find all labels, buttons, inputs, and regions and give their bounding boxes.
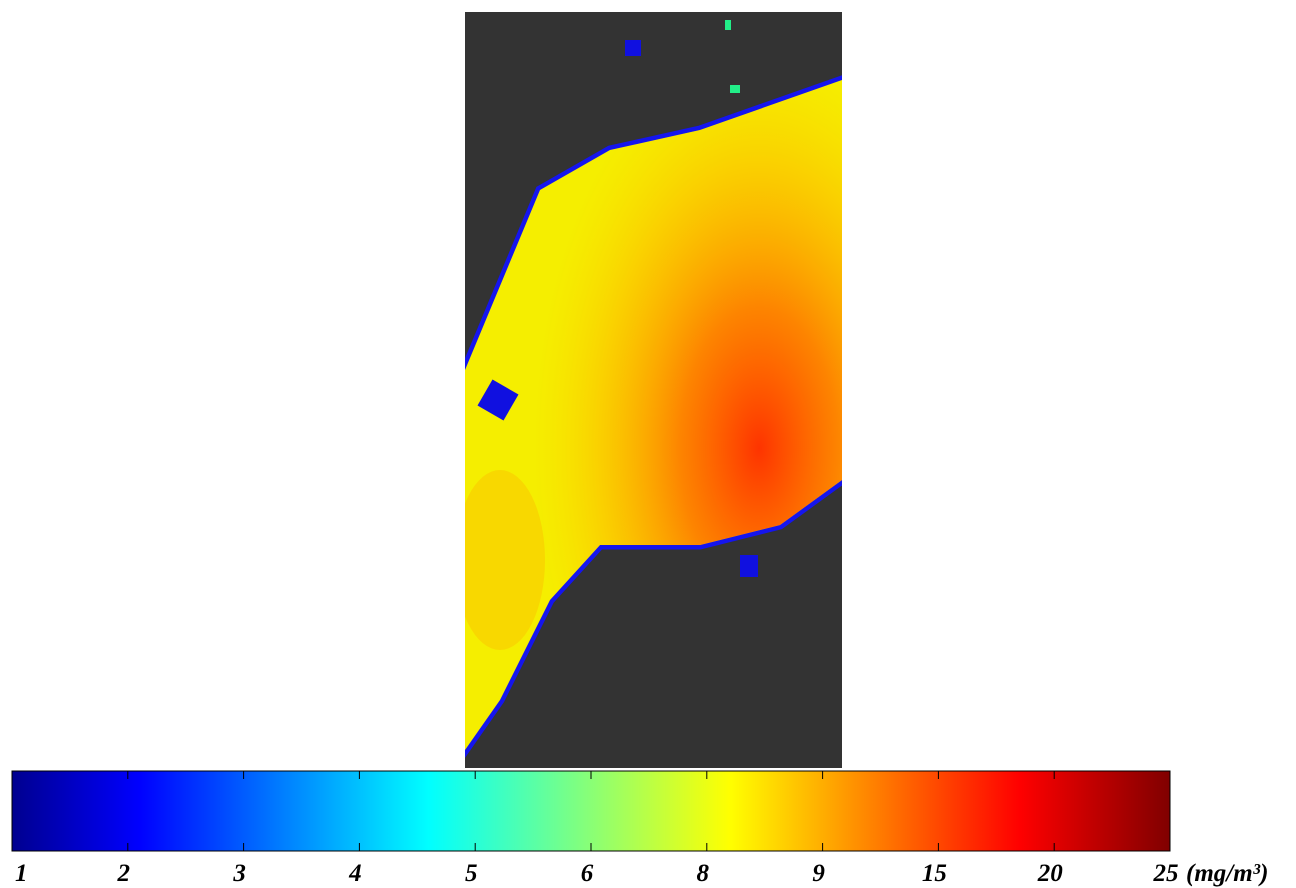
orange-patch	[465, 470, 545, 650]
tick-label: 20	[1037, 860, 1064, 887]
map	[465, 12, 842, 768]
blue-patch	[625, 40, 641, 56]
colorbar	[11, 770, 1171, 852]
tick-label: 6	[581, 860, 594, 887]
tick-label: 3	[232, 860, 246, 887]
tick-label: 8	[697, 860, 710, 887]
green-patch	[730, 85, 740, 93]
tick-label: 2	[117, 860, 131, 887]
green-patch	[725, 20, 731, 30]
tick-label: 15	[922, 860, 947, 887]
tick-label: 25	[1153, 860, 1179, 887]
colorbar-ticks: 1 2 3 4 5 6 8 9 15 20 25 (mg/m³)	[11, 771, 1268, 887]
blue-patch	[740, 555, 758, 577]
tick-label: 4	[348, 860, 362, 887]
tick-label: 5	[465, 860, 478, 887]
plume-hot	[465, 80, 842, 750]
tick-label: 1	[15, 860, 28, 887]
tick-label: 9	[812, 860, 825, 887]
unit-label: (mg/m³)	[1186, 860, 1268, 887]
blue-patch	[477, 379, 519, 421]
